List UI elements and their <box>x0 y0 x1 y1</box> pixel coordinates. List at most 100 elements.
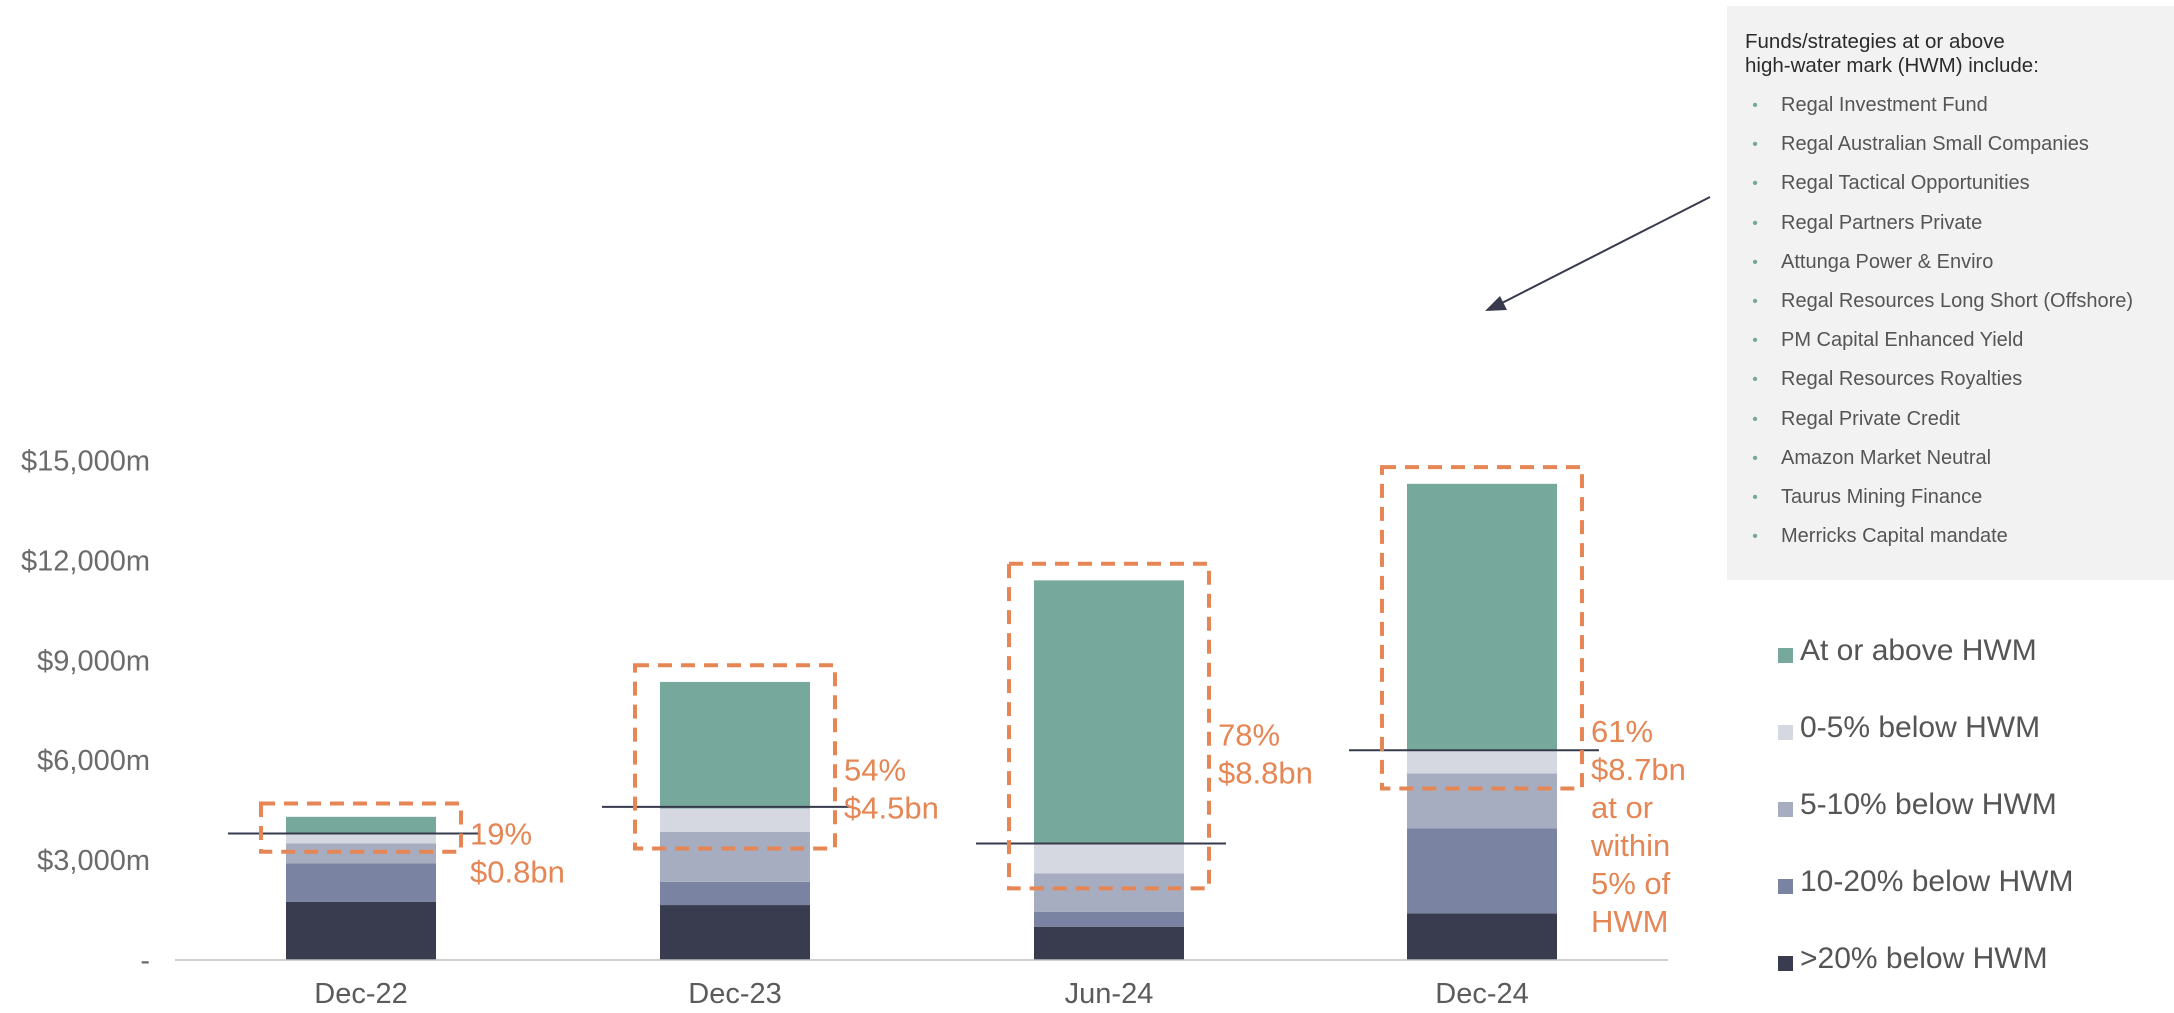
annotation-label: HWM <box>1591 904 1668 939</box>
hwm-fund-item: • Taurus Mining Finance <box>1745 478 2154 517</box>
bar-segment <box>660 831 810 882</box>
bullet-icon: • <box>1752 175 1758 193</box>
highlight-box <box>1380 465 1584 791</box>
hwm-fund-label: Regal Private Credit <box>1781 407 1960 430</box>
legend-label: 10-20% below HWM <box>1800 865 2074 898</box>
arrow-head <box>1485 296 1507 311</box>
arrow-pointer <box>1485 196 1711 311</box>
x-tick-label: Jun-24 <box>1065 978 1154 1010</box>
bullet-icon: • <box>1752 528 1758 546</box>
annotation-label: 5% of <box>1591 866 1671 901</box>
bar-segment <box>286 833 436 844</box>
hwm-fund-label: Regal Australian Small Companies <box>1781 133 2089 156</box>
bars <box>286 483 1557 960</box>
x-tick-label: Dec-24 <box>1435 978 1529 1010</box>
x-tick-label: Dec-22 <box>314 978 408 1010</box>
highlight-box <box>259 801 463 854</box>
hwm-funds-title: Funds/strategies at or above high-water … <box>1745 30 2039 77</box>
hwm-fund-item: • Regal Resources Royalties <box>1745 360 2154 399</box>
bar-segment <box>1407 828 1557 914</box>
hwm-fund-label: PM Capital Enhanced Yield <box>1781 329 2024 352</box>
legend-swatch <box>1778 648 1793 663</box>
annotation-label: $8.7bn <box>1591 752 1686 787</box>
bullet-icon: • <box>1752 449 1758 467</box>
bar-segment <box>660 808 810 832</box>
y-tick-label: - <box>140 945 150 977</box>
annotation-label: 19% <box>470 816 532 851</box>
hwm-fund-item: • Regal Resources Long Short (Offshore) <box>1745 282 2154 321</box>
annotation-label: $0.8bn <box>470 854 565 889</box>
bullet-icon: • <box>1752 292 1758 310</box>
bar-segment <box>1407 773 1557 829</box>
hwm-fund-label: Regal Resources Royalties <box>1781 368 2023 391</box>
bar-segment <box>286 816 436 834</box>
legend-label: >20% below HWM <box>1800 942 2048 975</box>
hwm-fund-item: • Regal Tactical Opportunities <box>1745 164 2154 203</box>
annotation-label: 61% <box>1591 714 1653 749</box>
hwm-fund-item: • Regal Australian Small Companies <box>1745 125 2154 164</box>
highlight-boxes <box>259 465 1584 891</box>
bar-segment <box>660 881 810 906</box>
hwm-fund-item: • Merricks Capital mandate <box>1745 517 2154 556</box>
hwm-fund-label: Merricks Capital mandate <box>1781 525 2008 548</box>
legend-swatch <box>1778 879 1793 894</box>
bullet-icon: • <box>1752 488 1758 506</box>
hwm-fund-label: Taurus Mining Finance <box>1781 485 1983 508</box>
hwm-fund-label: Attunga Power & Enviro <box>1781 250 1994 273</box>
hwm-fund-label: Amazon Market Neutral <box>1781 446 1992 469</box>
hwm-fund-label: Regal Partners Private <box>1781 211 1983 234</box>
legend-swatch <box>1778 956 1793 971</box>
bullet-icon: • <box>1752 332 1758 350</box>
y-tick-label: $6,000m <box>37 745 150 777</box>
hwm-funds-list: • Regal Investment Fund • Regal Australian … <box>1745 86 2154 556</box>
x-axis: Dec-22 Dec-23 Jun-24 Dec-24 <box>314 978 1529 1010</box>
hwm-fund-item: • Attunga Power & Enviro <box>1745 243 2154 282</box>
bar-segment <box>1034 843 1184 874</box>
annotation-label: 54% <box>844 752 906 787</box>
hwm-fund-item: • Regal Investment Fund <box>1745 86 2154 125</box>
bullet-icon: • <box>1752 371 1758 389</box>
bar-segment <box>286 901 436 960</box>
bar-segment <box>660 905 810 960</box>
bar-segment <box>1034 926 1184 960</box>
highlight-box <box>1007 561 1211 891</box>
hwm-fund-label: Regal Resources Long Short (Offshore) <box>1781 289 2134 312</box>
legend-label: 5-10% below HWM <box>1800 788 2057 821</box>
bullet-icon: • <box>1752 253 1758 271</box>
y-tick-label: $3,000m <box>37 845 150 877</box>
annotation-label: 78% <box>1218 718 1280 753</box>
arrow-line <box>1499 196 1711 305</box>
hwm-fund-label: Regal Investment Fund <box>1781 94 1988 116</box>
bullet-icon: • <box>1752 97 1758 114</box>
hwm-funds-box: Funds/strategies at or above high-water … <box>1727 6 2174 580</box>
bullet-icon: • <box>1752 410 1758 428</box>
annotation-label: $4.5bn <box>844 790 939 825</box>
legend-label: At or above HWM <box>1800 634 2037 667</box>
legend-swatch <box>1778 725 1793 740</box>
annotation-label: at or <box>1591 790 1653 825</box>
legend-swatch <box>1778 802 1793 817</box>
y-tick-label: $15,000m <box>21 446 150 478</box>
hwm-fund-item: • Regal Partners Private <box>1745 204 2154 243</box>
x-tick-label: Dec-23 <box>688 978 782 1010</box>
bullet-icon: • <box>1752 214 1758 232</box>
y-axis: - $3,000m $6,000m $9,000m $12,000m $15,000m <box>21 446 150 978</box>
legend-label: 0-5% below HWM <box>1800 711 2041 744</box>
bar-segment <box>1034 911 1184 927</box>
bar-segment <box>660 681 810 809</box>
y-tick-label: $12,000m <box>21 545 150 577</box>
bar-segment <box>1407 483 1557 751</box>
annotation-label: $8.8bn <box>1218 756 1313 791</box>
bar-segment <box>286 863 436 902</box>
y-tick-label: $9,000m <box>37 645 150 677</box>
annotation-label: within <box>1590 828 1670 863</box>
hwm-fund-label: Regal Tactical Opportunities <box>1781 172 2030 195</box>
bar-segment <box>1034 873 1184 912</box>
highlight-box <box>633 663 837 851</box>
bar-segment <box>1407 913 1557 960</box>
hwm-fund-item: • PM Capital Enhanced Yield <box>1745 321 2154 360</box>
hwm-fund-item: • Amazon Market Neutral <box>1745 439 2154 478</box>
hwm-fund-item: • Regal Private Credit <box>1745 400 2154 439</box>
